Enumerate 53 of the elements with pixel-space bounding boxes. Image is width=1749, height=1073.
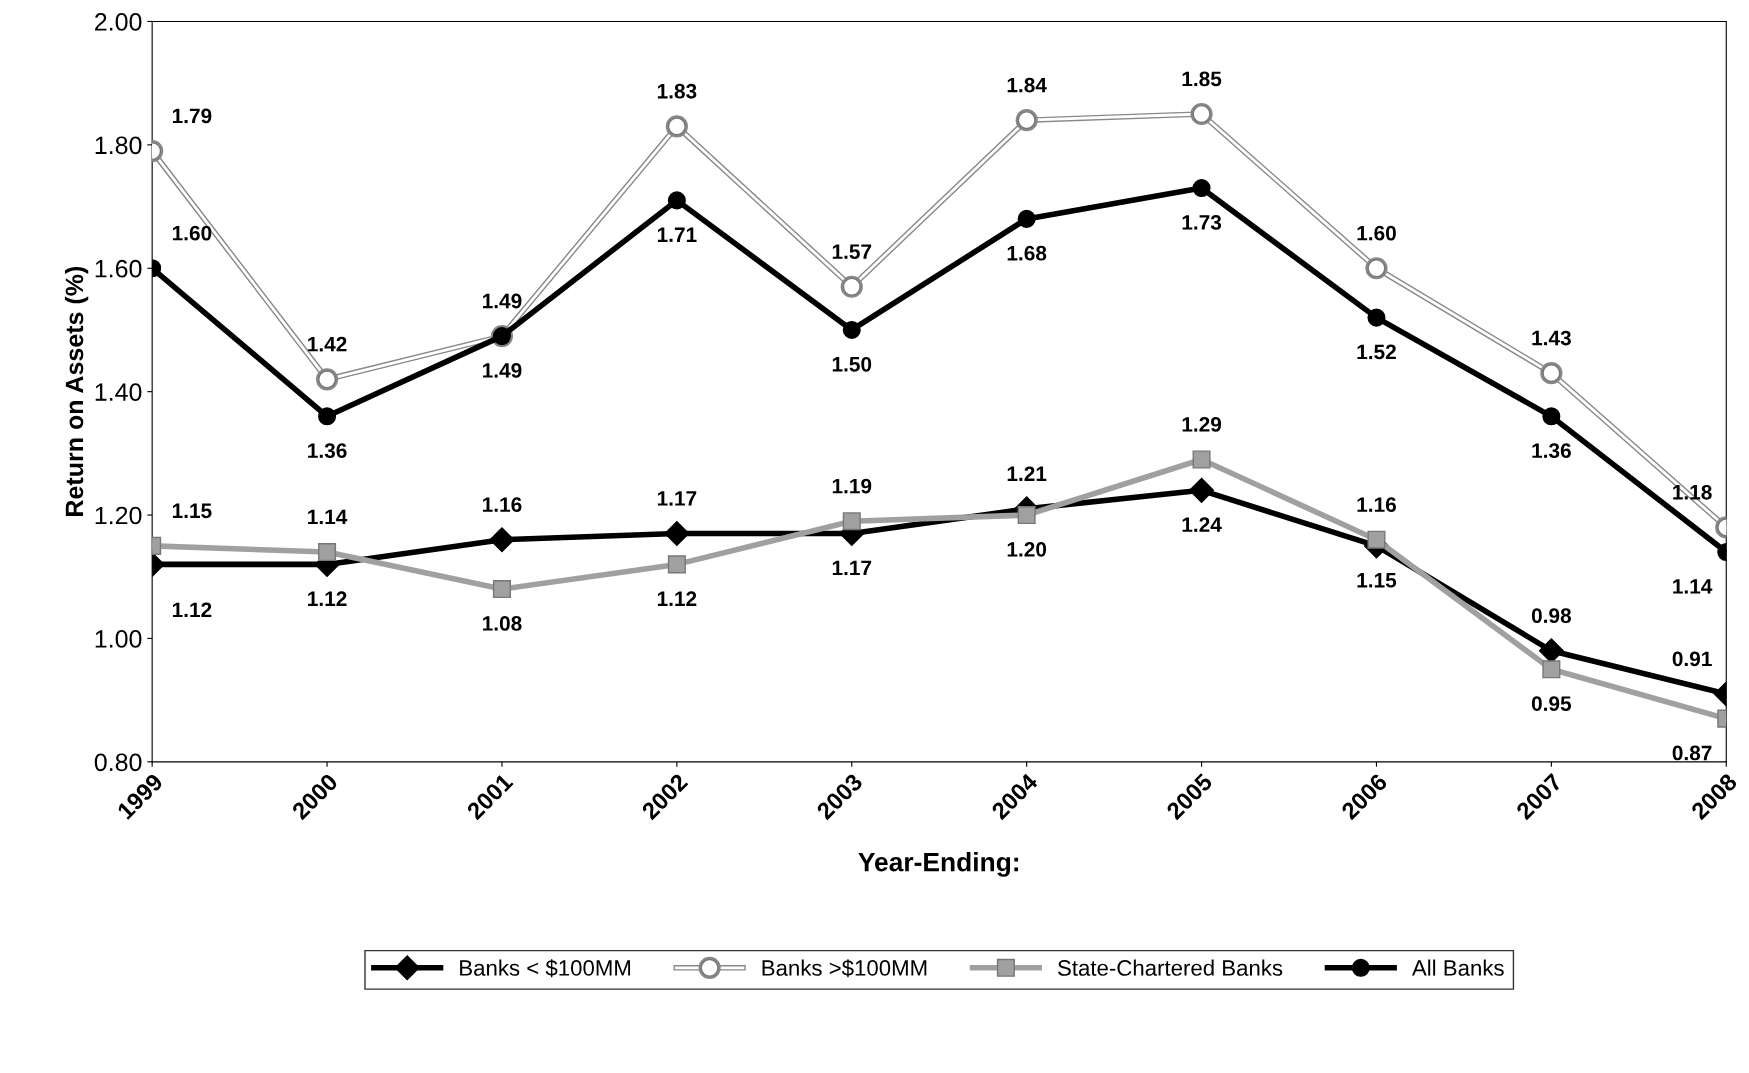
y-tick-label: 0.80 bbox=[94, 753, 142, 772]
data-label: 1.18 bbox=[1673, 484, 1712, 500]
data-label: 1.20 bbox=[1007, 541, 1047, 557]
data-label: 1.16 bbox=[483, 497, 522, 512]
data-label: 1.49 bbox=[483, 293, 522, 309]
data-label: 0.91 bbox=[1672, 651, 1712, 667]
data-label: 1.52 bbox=[1357, 344, 1396, 360]
y-tick-label: 2.00 bbox=[95, 13, 142, 31]
data-label: 1.08 bbox=[483, 616, 522, 631]
data-label: 1.60 bbox=[1357, 225, 1396, 241]
data-label: 1.60 bbox=[172, 225, 212, 241]
data-label: 1.36 bbox=[1532, 443, 1571, 459]
data-label: 1.84 bbox=[1007, 77, 1047, 93]
y-tick-label: 1.60 bbox=[95, 259, 142, 278]
data-label: 1.83 bbox=[657, 83, 697, 99]
data-label: 1.73 bbox=[1182, 214, 1222, 230]
data-label: 1.17 bbox=[832, 560, 872, 576]
data-label: 1.17 bbox=[657, 491, 697, 506]
data-label: 1.68 bbox=[1007, 245, 1047, 261]
data-label: 0.98 bbox=[1531, 608, 1571, 624]
data-label: 1.57 bbox=[832, 244, 872, 260]
legend-label: Banks >$100MM bbox=[762, 959, 927, 978]
data-label: 1.79 bbox=[172, 108, 212, 124]
x-axis-title: Year-Ending: bbox=[858, 852, 1019, 877]
data-label: 1.19 bbox=[832, 478, 872, 494]
y-tick-label: 1.80 bbox=[95, 136, 142, 155]
legend-label: State-Chartered Banks bbox=[1058, 959, 1283, 976]
legend-label: All Banks bbox=[1411, 959, 1504, 976]
y-tick-label: 1.00 bbox=[95, 630, 142, 648]
data-label: 1.24 bbox=[1182, 517, 1222, 532]
y-tick-label: 1.20 bbox=[95, 506, 142, 525]
data-label: 1.43 bbox=[1532, 330, 1571, 346]
data-label: 1.29 bbox=[1182, 417, 1222, 432]
data-label: 0.87 bbox=[1672, 745, 1712, 761]
data-label: 0.95 bbox=[1531, 696, 1572, 711]
data-label: 1.15 bbox=[172, 503, 212, 519]
data-label: 1.14 bbox=[1673, 579, 1713, 594]
data-label: 1.12 bbox=[172, 602, 212, 618]
data-label: 1.12 bbox=[308, 591, 347, 606]
data-label: 1.49 bbox=[483, 363, 522, 378]
data-label: 1.71 bbox=[657, 227, 697, 242]
y-tick-label: 1.40 bbox=[95, 383, 142, 401]
data-label: 1.14 bbox=[308, 509, 348, 525]
data-label: 1.36 bbox=[308, 443, 347, 459]
y-axis-title: Return on Assets (%) bbox=[64, 266, 89, 516]
data-label: 1.42 bbox=[308, 336, 347, 352]
data-label: 1.85 bbox=[1182, 71, 1222, 87]
legend-label: Banks < $100MM bbox=[460, 959, 631, 978]
data-label: 1.50 bbox=[832, 356, 872, 372]
data-label: 1.16 bbox=[1357, 497, 1396, 512]
data-label: 1.12 bbox=[657, 591, 697, 606]
data-label: 1.21 bbox=[1007, 466, 1047, 481]
data-label: 1.15 bbox=[1357, 573, 1397, 588]
